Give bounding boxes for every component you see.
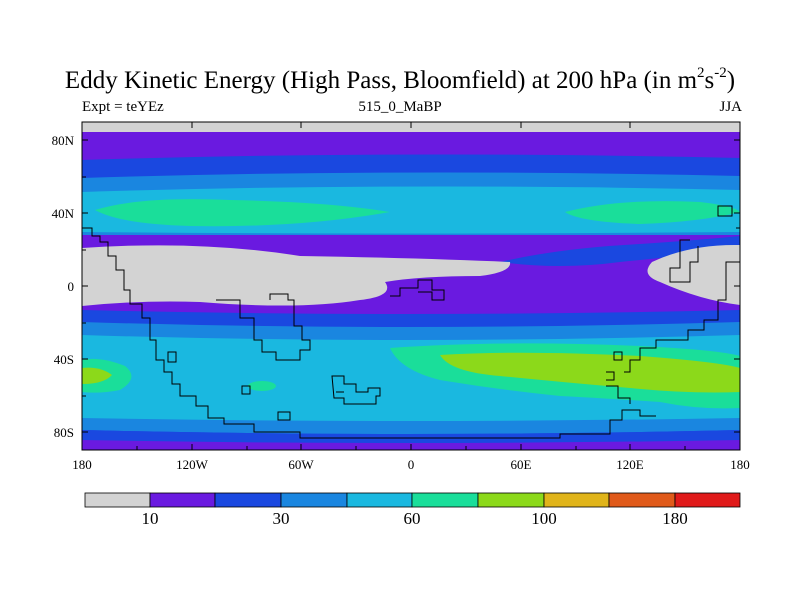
x-tick-label: 180 bbox=[730, 457, 750, 472]
contour-field bbox=[82, 122, 740, 450]
colorbar-box-6 bbox=[477, 492, 545, 508]
jet-north-atlantic bbox=[95, 199, 390, 227]
x-tick-label: 120W bbox=[176, 457, 208, 472]
colorbar-label: 60 bbox=[403, 509, 421, 528]
colorbar-box-3 bbox=[280, 492, 348, 508]
colorbar-label: 10 bbox=[141, 509, 159, 528]
jet-south-yellow-green bbox=[440, 352, 740, 393]
colorbar-box-1 bbox=[149, 492, 216, 508]
colorbar-box-0 bbox=[84, 492, 151, 508]
colorbar-label: 180 bbox=[662, 509, 688, 528]
colorbar-label: 100 bbox=[531, 509, 557, 528]
experiment-label: Expt = teYEz bbox=[82, 99, 164, 115]
run-label: 515_0_MaBP bbox=[358, 99, 442, 115]
y-tick-label: 40N bbox=[51, 206, 74, 221]
season-label: JJA bbox=[719, 99, 742, 115]
x-tick-label: 180 bbox=[72, 457, 92, 472]
colorbar-box-4 bbox=[346, 492, 413, 508]
jet-north-pacific bbox=[565, 201, 740, 224]
x-tick-label: 120E bbox=[616, 457, 644, 472]
colorbar-box-7 bbox=[543, 492, 610, 508]
grey-low-americas-africa bbox=[82, 245, 511, 306]
colorbar-box-5 bbox=[411, 492, 479, 508]
y-tick-label: 40S bbox=[53, 352, 74, 367]
colorbar-box-2 bbox=[214, 492, 282, 508]
colorbar bbox=[84, 492, 741, 508]
x-tick-label: 60W bbox=[288, 457, 314, 472]
x-tick-label: 0 bbox=[407, 457, 415, 472]
coastlines bbox=[82, 205, 740, 439]
plot-title: Eddy Kinetic Energy (High Pass, Bloomfie… bbox=[64, 65, 736, 95]
x-tick-label: 60E bbox=[510, 457, 532, 472]
y-tick-label: 80N bbox=[51, 133, 74, 148]
grey-low-pacific bbox=[647, 244, 740, 305]
axis-ticks bbox=[81, 122, 741, 450]
y-tick-label: 80S bbox=[53, 425, 74, 440]
jet-south-atlantic-core bbox=[82, 367, 112, 384]
y-tick-label: 0 bbox=[67, 279, 75, 294]
colorbar-box-8 bbox=[608, 492, 676, 508]
colorbar-box-9 bbox=[674, 492, 741, 508]
small-green-patch bbox=[248, 381, 276, 391]
colorbar-label: 30 bbox=[272, 509, 290, 528]
